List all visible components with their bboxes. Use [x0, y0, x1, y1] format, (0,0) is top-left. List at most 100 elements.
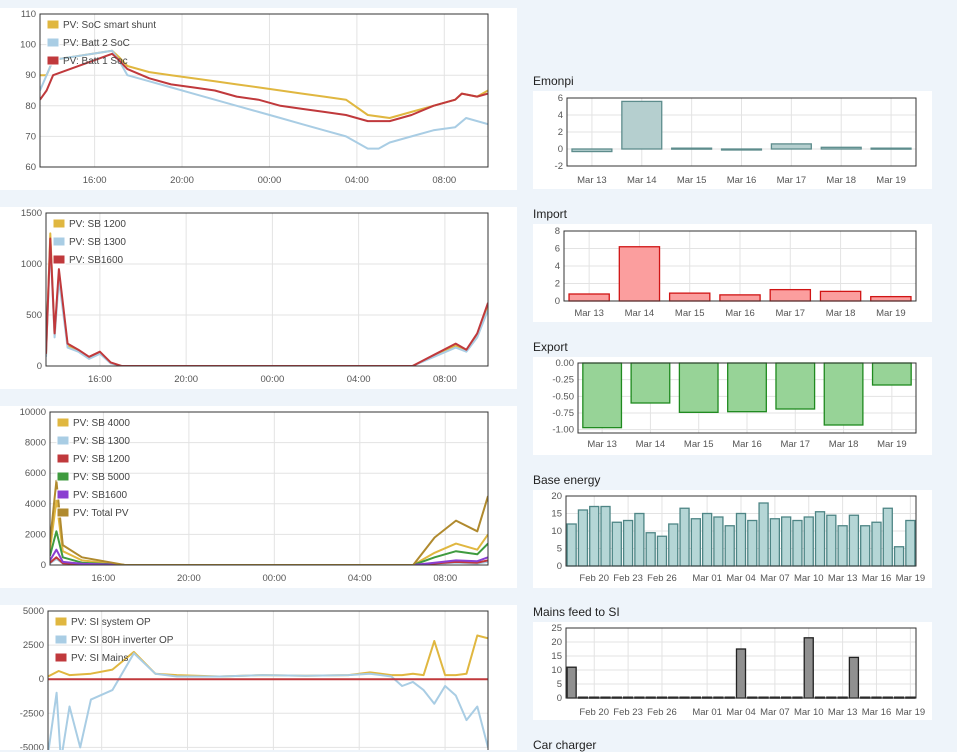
x-tick-label: Mar 14 — [636, 439, 666, 450]
x-tick-label: Mar 10 — [794, 707, 824, 718]
x-tick-label: Mar 18 — [826, 308, 856, 319]
y-tick-label: 15 — [551, 509, 562, 520]
x-tick-label: Mar 13 — [828, 707, 858, 718]
grid — [50, 411, 488, 566]
bar — [678, 362, 719, 413]
x-tick-label: 00:00 — [260, 374, 284, 385]
y-tick-label: -0.75 — [552, 408, 574, 419]
legend-swatch — [54, 616, 68, 627]
series-line — [50, 530, 488, 565]
bar — [645, 532, 656, 567]
y-tick-label: 1500 — [21, 208, 42, 219]
y-tick-label: 0 — [39, 674, 44, 685]
legend-swatch — [52, 254, 66, 265]
bar — [589, 505, 600, 567]
x-tick-label: Mar 01 — [692, 573, 722, 584]
legend-swatch — [56, 417, 70, 428]
x-tick-label: 00:00 — [258, 175, 282, 186]
bar — [814, 511, 826, 567]
bar — [727, 362, 767, 413]
x-tick-label: 00:00 — [262, 573, 286, 584]
bar — [803, 516, 814, 567]
bar — [770, 143, 812, 150]
x-tick-label: 16:00 — [88, 374, 112, 385]
y-tick-label: 0 — [37, 361, 42, 372]
series-line — [40, 52, 488, 123]
bar — [758, 502, 769, 567]
x-tick-label: Mar 13 — [574, 308, 604, 319]
y-tick-label: 0.00 — [556, 358, 575, 369]
x-tick-label: 08:00 — [433, 374, 457, 385]
y-tick-label: 100 — [20, 40, 36, 51]
bar — [577, 509, 589, 567]
import-title: Import — [533, 207, 568, 221]
y-tick-label: 5 — [557, 679, 562, 690]
bar — [600, 505, 611, 567]
plot-frame — [577, 362, 917, 434]
y-tick-label: 20 — [551, 637, 562, 648]
legend-label: PV: SB1600 — [69, 255, 124, 266]
legend-label: PV: SoC smart shunt — [63, 20, 156, 31]
legend-label: PV: SB 1300 — [69, 237, 126, 248]
bar — [871, 521, 882, 567]
x-tick-label: 04:00 — [347, 374, 371, 385]
series-group — [48, 634, 488, 750]
y-tick-label: 4000 — [25, 499, 46, 510]
legend-label: PV: SB 1200 — [73, 454, 130, 465]
x-tick-label: Mar 16 — [725, 308, 755, 319]
x-tick-label: Mar 15 — [675, 308, 705, 319]
x-tick-label: Mar 15 — [677, 175, 707, 186]
y-tick-label: -2 — [555, 161, 563, 172]
car-charger-title: Car charger — [533, 738, 597, 752]
x-tick-label: Mar 16 — [732, 439, 762, 450]
export-chart: -1.00 -0.75 -0.50 -0.25 0.00 Mar 13 Mar 14 Mar … — [552, 358, 917, 450]
series-line — [50, 499, 488, 565]
x-tick-label: Mar 07 — [760, 707, 790, 718]
si-chart: -5000 -2500 0 2500 5000 PV: SI system OP PV: S… — [20, 606, 489, 750]
bar — [566, 666, 577, 699]
y-tick-label: 500 — [26, 310, 42, 321]
bar — [837, 525, 848, 567]
legend-label: PV: SB1600 — [73, 490, 128, 501]
x-tick-label: Mar 15 — [684, 439, 714, 450]
legend-swatch — [56, 453, 70, 464]
series-line — [48, 652, 488, 750]
x-tick-label: Mar 14 — [627, 175, 657, 186]
x-tick-label: Mar 18 — [826, 175, 856, 186]
legend-swatch — [56, 507, 70, 518]
y-tick-label: 6 — [558, 93, 563, 104]
legend-label: PV: SB 4000 — [73, 418, 130, 429]
x-tick-label: 20:00 — [170, 175, 194, 186]
bar — [621, 100, 663, 150]
emonpi-chart: -2 0 2 4 6 Mar 13 Mar 14 Mar 15 Mar 16 Mar 17 Mar … — [555, 93, 917, 186]
y-tick-label: 80 — [25, 101, 36, 112]
sb-large-chart: 0 2000 4000 6000 8000 10000 16:00 20:00 00:00 04:… — [20, 407, 489, 584]
x-tick-label: Mar 01 — [692, 707, 722, 718]
mains-feed-chart-panel: 0 5 10 15 20 25 Feb 20 Feb 23 Feb 26 Mar 01 Mar 04… — [533, 622, 932, 720]
bar — [618, 246, 661, 302]
y-tick-label: 2500 — [23, 640, 44, 651]
bar — [747, 519, 758, 567]
bar — [893, 546, 905, 567]
y-tick-label: 10 — [551, 665, 562, 676]
legend-swatch — [52, 218, 66, 229]
legend-label: PV: SI system OP — [71, 617, 151, 628]
legend-swatch — [46, 19, 60, 30]
x-tick-label: Feb 23 — [613, 573, 643, 584]
x-tick-label: Mar 16 — [862, 573, 892, 584]
x-tick-label: Mar 17 — [780, 439, 810, 450]
bar — [871, 362, 912, 386]
import-chart: 0 2 4 6 8 Mar 13 Mar 14 Mar 15 Mar 16 Mar 17 Mar 1… — [555, 226, 917, 319]
x-tick-label: Mar 07 — [760, 573, 790, 584]
y-tick-label: 0 — [557, 561, 562, 572]
y-tick-label: -1.00 — [552, 425, 574, 436]
bar — [690, 518, 702, 567]
y-tick-label: 6000 — [25, 468, 46, 479]
bar — [668, 292, 711, 302]
legend-swatch — [54, 634, 68, 645]
bar — [656, 535, 668, 567]
bar — [582, 362, 623, 429]
y-tick-label: 6 — [555, 244, 560, 255]
y-tick-label: 4 — [558, 110, 563, 121]
y-tick-label: 70 — [25, 131, 36, 142]
